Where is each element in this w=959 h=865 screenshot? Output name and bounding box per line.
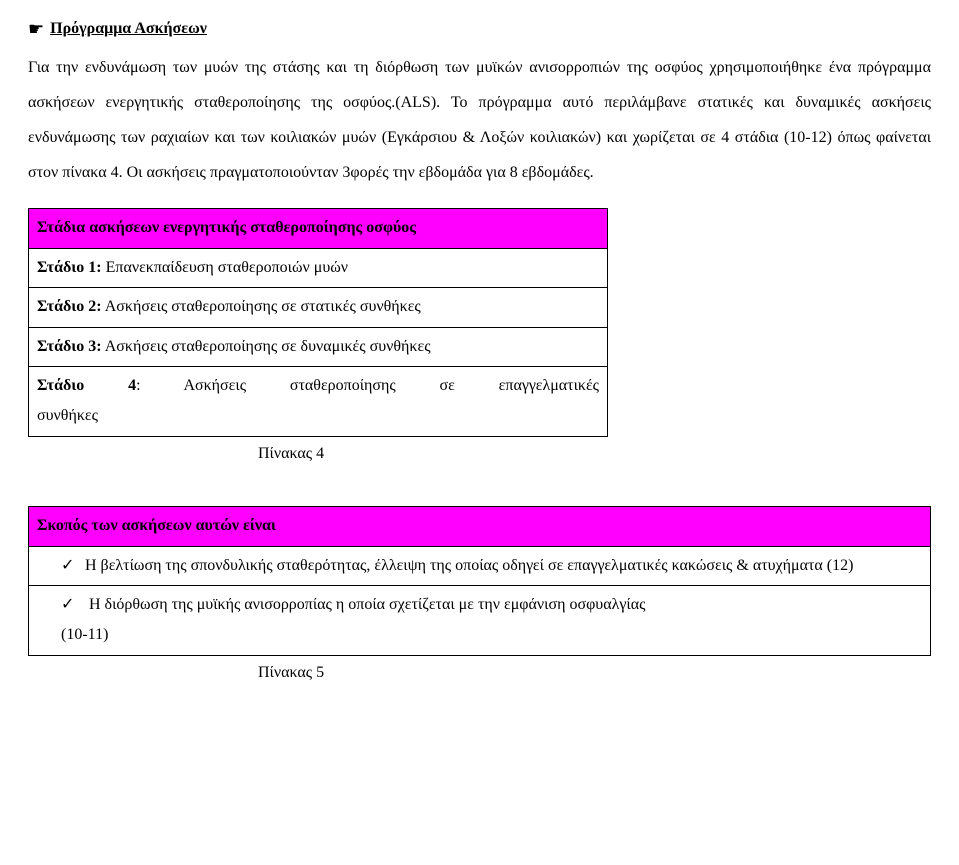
row-text: Ασκήσεις σταθεροποίησης σε στατικές συνθ… — [102, 298, 421, 315]
item-text: Η διόρθωση της μυϊκής ανισορροπίας η οπο… — [85, 596, 645, 613]
pointer-icon: ☛ — [28, 10, 44, 50]
row-bold: Στάδιο 3: — [37, 338, 102, 355]
table-2-header: Σκοπός των ασκήσεων αυτών είναι — [29, 507, 931, 546]
item-text: Η βελτίωση της σπονδυλικής σταθερότητας,… — [85, 557, 853, 574]
intro-paragraph: Για την ενδυνάμωση των μυών της στάσης κ… — [28, 50, 931, 191]
section-title: Πρόγραμμα Ασκήσεων — [50, 18, 207, 40]
row-text: Ασκήσεις σταθεροποίησης σε δυναμικές συν… — [102, 338, 431, 355]
check-icon: ✓ — [61, 590, 77, 620]
table-1-wrap: Στάδια ασκήσεων ενεργητικής σταθεροποίησ… — [28, 208, 931, 466]
table-row: Στάδιο 3: Ασκήσεις σταθεροποίησης σε δυν… — [29, 327, 608, 366]
table-2-caption: Πίνακας 5 — [258, 660, 931, 686]
row-bold: Στάδιο 2: — [37, 298, 102, 315]
title-line: ☛ Πρόγραμμα Ασκήσεων — [28, 10, 931, 50]
table-row: ✓ Η διόρθωση της μυϊκής ανισορροπίας η ο… — [29, 586, 931, 656]
row-text: : Ασκήσεις σταθεροποίησης σε επαγγελματι… — [136, 377, 599, 394]
row-tail: συνθήκες — [37, 401, 599, 431]
stages-table: Στάδια ασκήσεων ενεργητικής σταθεροποίησ… — [28, 208, 608, 436]
check-icon: ✓ — [61, 551, 77, 581]
table-row: Στάδιο 4: Ασκήσεις σταθεροποίησης σε επα… — [29, 366, 608, 436]
row-bold: Στάδιο 1: — [37, 259, 102, 276]
row-bold: Στάδιο 4 — [37, 377, 136, 394]
table-row: Στάδιο 2: Ασκήσεις σταθεροποίησης σε στα… — [29, 288, 608, 327]
table-row: ✓ Η βελτίωση της σπονδυλικής σταθερότητας… — [29, 546, 931, 585]
table-row: Στάδιο 1: Επανεκπαίδευση σταθεροποιών μυ… — [29, 248, 608, 287]
table-1-caption: Πίνακας 4 — [258, 441, 931, 467]
table-1-header: Στάδια ασκήσεων ενεργητικής σταθεροποίησ… — [29, 209, 608, 248]
table-2-wrap: Σκοπός των ασκήσεων αυτών είναι ✓ Η βελτί… — [28, 506, 931, 685]
purpose-table: Σκοπός των ασκήσεων αυτών είναι ✓ Η βελτί… — [28, 506, 931, 656]
row-text: Επανεκπαίδευση σταθεροποιών μυών — [102, 259, 348, 276]
item-tail: (10-11) — [37, 620, 922, 650]
